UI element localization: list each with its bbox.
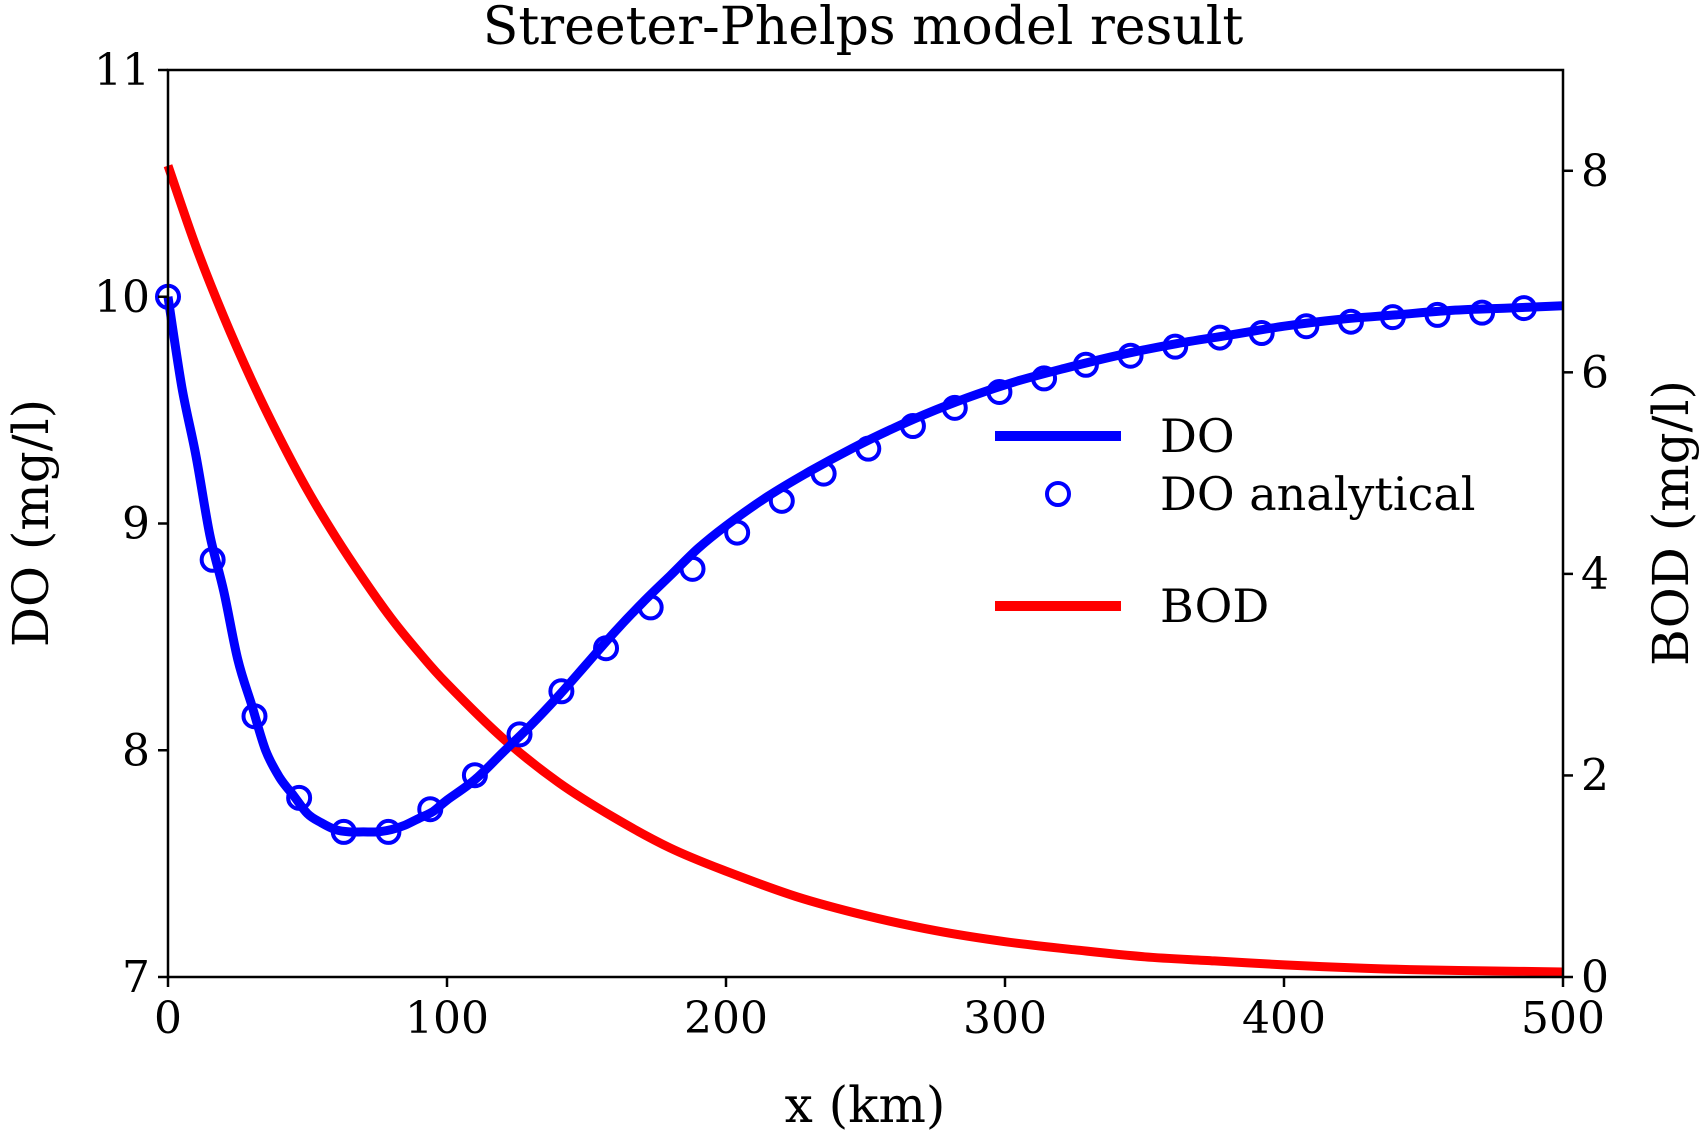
do-analytical-point	[679, 555, 706, 582]
y-right-tick-label: 2	[1581, 750, 1609, 801]
x-tick-label: 500	[1521, 993, 1605, 1044]
y-right-axis-ticks: 0 2 4 6 8	[1563, 146, 1609, 1003]
do-analytical-point	[1162, 333, 1189, 360]
x-tick-label: 300	[963, 993, 1047, 1044]
y-left-tick-label: 11	[94, 45, 150, 96]
do-analytical-point	[593, 635, 620, 662]
do-analytical-point	[375, 818, 402, 845]
legend: DO DO analytical BOD	[995, 409, 1476, 633]
x-tick-label: 400	[1242, 993, 1326, 1044]
y-right-tick-label: 8	[1581, 146, 1609, 197]
do-analytical-point	[1337, 308, 1364, 335]
do-analytical-point	[1117, 342, 1144, 369]
y-left-tick-label: 9	[122, 499, 150, 550]
do-analytical-point	[1072, 351, 1099, 378]
legend-label-do: DO	[1160, 409, 1235, 463]
x-axis-ticks: 0 100 200 300 400 500	[154, 977, 1605, 1044]
do-analytical-point	[241, 703, 268, 730]
x-axis-label: x (km)	[785, 1076, 946, 1134]
do-analytical-point	[461, 762, 488, 789]
legend-entry-bod: BOD	[995, 579, 1269, 633]
bod-series-layer	[163, 164, 1564, 977]
y-left-axis-ticks: 7 8 9 10 11	[94, 45, 168, 1003]
do-analytical-markers-layer	[155, 283, 1537, 845]
plot-area	[155, 164, 1564, 977]
legend-entry-do: DO	[995, 409, 1235, 463]
do-analytical-point	[941, 394, 968, 421]
do-analytical-point	[1424, 301, 1451, 328]
y-left-tick-label: 8	[122, 725, 150, 776]
do-line	[163, 296, 1564, 837]
do-analytical-point	[330, 818, 357, 845]
do-series-layer	[163, 296, 1564, 837]
y-left-tick-label: 10	[94, 272, 150, 323]
do-analytical-point	[417, 796, 444, 823]
do-analytical-point	[506, 721, 533, 748]
do-analytical-point	[548, 678, 575, 705]
do-analytical-point	[1031, 365, 1058, 392]
y-left-tick-label: 7	[122, 952, 150, 1003]
bod-line	[163, 164, 1564, 977]
x-tick-label: 200	[684, 993, 768, 1044]
do-analytical-point	[1293, 313, 1320, 340]
y-left-axis-label: DO (mg/l)	[2, 399, 60, 647]
do-analytical-point	[899, 412, 926, 439]
do-analytical-point	[986, 378, 1013, 405]
y-right-tick-label: 0	[1581, 952, 1609, 1003]
do-analytical-point	[1469, 299, 1496, 326]
legend-entry-do-analytical: DO analytical	[1045, 467, 1476, 521]
y-right-tick-label: 6	[1581, 347, 1609, 398]
legend-label-do-analytical: DO analytical	[1160, 467, 1476, 521]
do-analytical-point	[199, 546, 226, 573]
legend-swatch-do-analytical	[1045, 481, 1071, 507]
do-analytical-point	[855, 435, 882, 462]
chart-title: Streeter-Phelps model result	[483, 0, 1244, 57]
x-tick-label: 0	[154, 993, 182, 1044]
plot-frame	[166, 68, 1565, 979]
do-analytical-point	[637, 594, 664, 621]
x-tick-label: 100	[405, 993, 489, 1044]
y-right-axis-label: BOD (mg/l)	[1642, 380, 1700, 666]
do-analytical-point	[1248, 320, 1275, 347]
do-analytical-point	[1379, 304, 1406, 331]
do-analytical-point	[1510, 295, 1537, 322]
legend-label-bod: BOD	[1160, 579, 1269, 633]
do-analytical-point	[724, 519, 751, 546]
y-right-tick-label: 4	[1581, 549, 1609, 600]
do-analytical-point	[286, 784, 313, 811]
do-analytical-point	[810, 460, 837, 487]
do-analytical-point	[768, 487, 795, 514]
do-analytical-point	[1206, 324, 1233, 351]
